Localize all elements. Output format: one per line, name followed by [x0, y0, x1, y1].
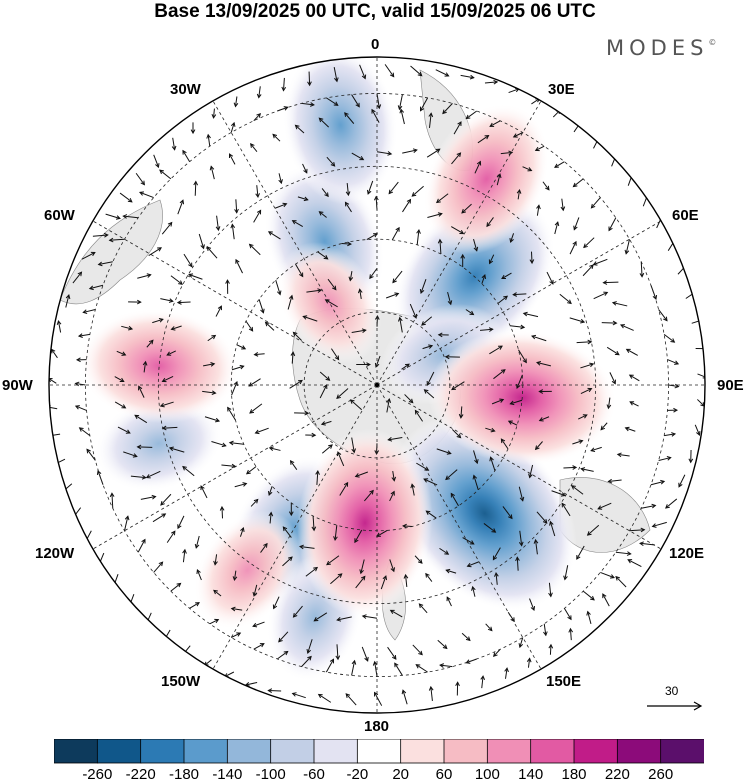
colorbar-tick: -220 [125, 766, 156, 783]
colorbar-tick: -140 [212, 766, 243, 783]
lon-label-150e: 150E [546, 673, 582, 690]
lon-label-120w: 120W [35, 545, 75, 562]
lon-label-60w: 60W [44, 207, 75, 224]
modes-logo: MODES© [606, 36, 717, 60]
vector-scale-label: 30 [665, 684, 679, 698]
colorbar-tick: -180 [168, 766, 200, 783]
colorbar-tick: -260 [82, 766, 113, 783]
colorbar-tick: 100 [474, 766, 500, 783]
colorbar-tick: -20 [346, 766, 369, 783]
colorbar-tick: 260 [648, 766, 674, 783]
colorbar-tick: -100 [255, 766, 286, 783]
colorbar-tick: 220 [604, 766, 630, 783]
lon-label-90e: 90E [717, 377, 744, 394]
colorbar-tick: 140 [518, 766, 544, 783]
colorbar-tick: 60 [435, 766, 453, 783]
lon-label-0: 0 [371, 36, 380, 53]
lon-label-30e: 30E [548, 81, 575, 98]
lon-label-60e: 60E [672, 207, 699, 224]
lon-label-180: 180 [364, 718, 390, 735]
colorbar-tick: 180 [561, 766, 587, 783]
lon-label-120e: 120E [669, 545, 705, 562]
lon-label-150w: 150W [161, 673, 201, 690]
colorbar [54, 739, 704, 764]
colorbar-tick: 20 [392, 766, 409, 783]
colorbar-tick: -60 [303, 766, 325, 783]
map-title: Base 13/09/2025 00 UTC, valid 15/09/2025… [154, 1, 596, 22]
lon-label-90w: 90W [2, 377, 33, 394]
lon-label-30w: 30W [170, 81, 201, 98]
vector-scale-arrow [647, 701, 703, 711]
